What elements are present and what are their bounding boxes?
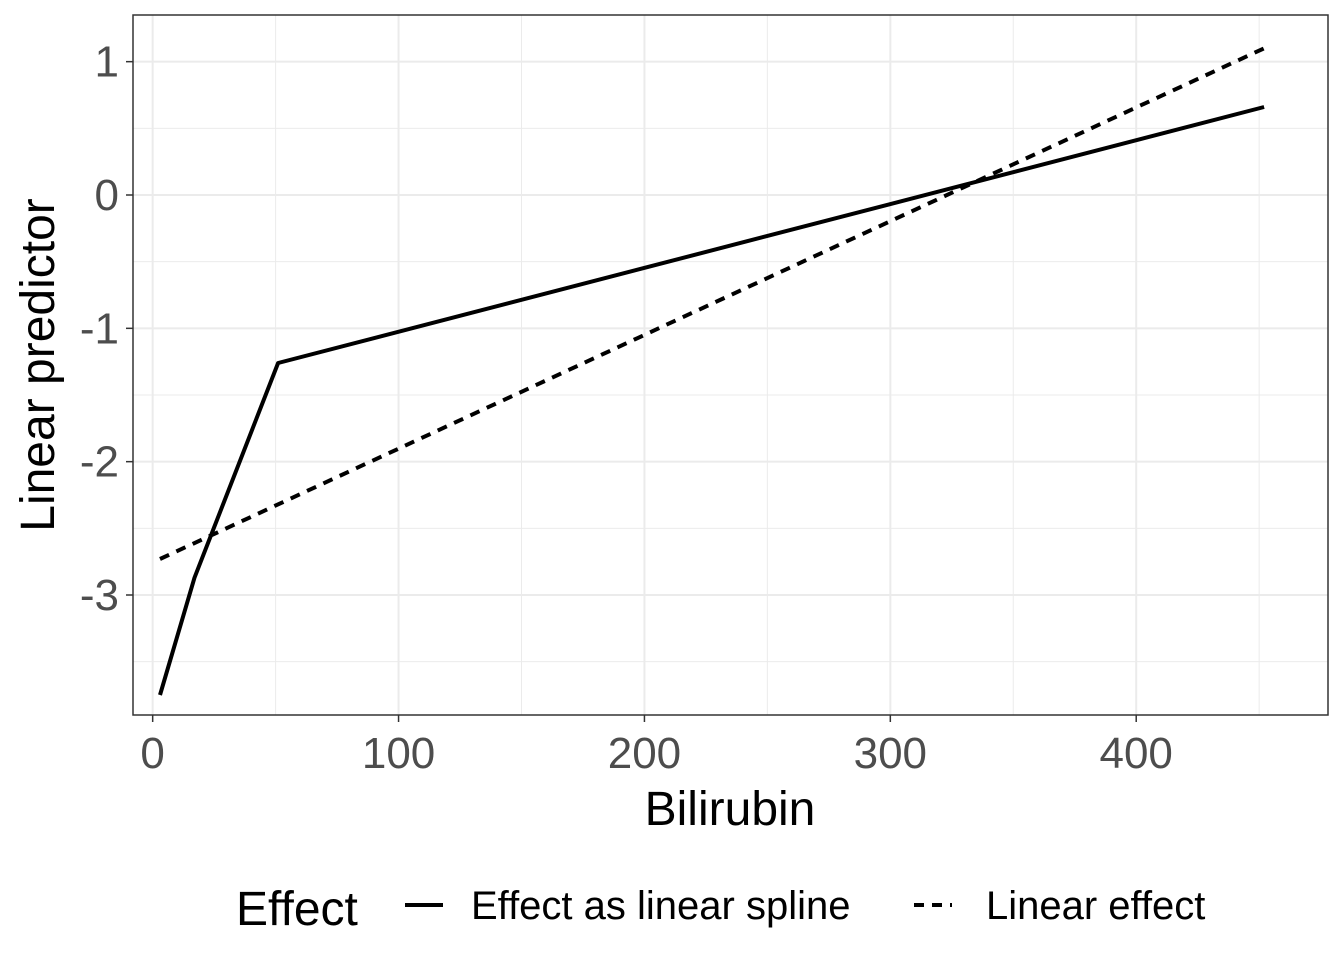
x-axis-title: Bilirubin xyxy=(645,783,816,836)
plot-background xyxy=(133,15,1328,715)
legend-title: Effect xyxy=(236,883,358,936)
x-tick-label: 100 xyxy=(362,729,435,778)
legend: Effect Effect as linear spline Linear ef… xyxy=(236,883,1205,936)
plot-border xyxy=(132,14,1329,716)
y-tick-label: 0 xyxy=(95,171,119,220)
legend-label-linear: Linear effect xyxy=(986,884,1205,928)
grid-major xyxy=(133,15,1328,715)
x-tick-label: 400 xyxy=(1099,729,1172,778)
y-axis: -3 -2 -1 0 1 xyxy=(80,38,133,620)
series-layer xyxy=(158,46,1265,696)
x-tick-label: 0 xyxy=(140,729,164,778)
y-axis-title: Linear predictor xyxy=(12,198,65,532)
series-line xyxy=(158,105,1265,696)
x-axis: 0 100 200 300 400 xyxy=(140,715,1173,778)
legend-label-spline: Effect as linear spline xyxy=(471,884,850,928)
y-tick-label: -1 xyxy=(80,304,119,353)
y-tick-label: -3 xyxy=(80,571,119,620)
y-tick-label: -2 xyxy=(80,438,119,487)
y-tick-label: 1 xyxy=(95,38,119,87)
grid-minor xyxy=(133,15,1328,715)
x-tick-label: 200 xyxy=(608,729,681,778)
x-tick-label: 300 xyxy=(854,729,927,778)
series-line xyxy=(159,46,1265,561)
